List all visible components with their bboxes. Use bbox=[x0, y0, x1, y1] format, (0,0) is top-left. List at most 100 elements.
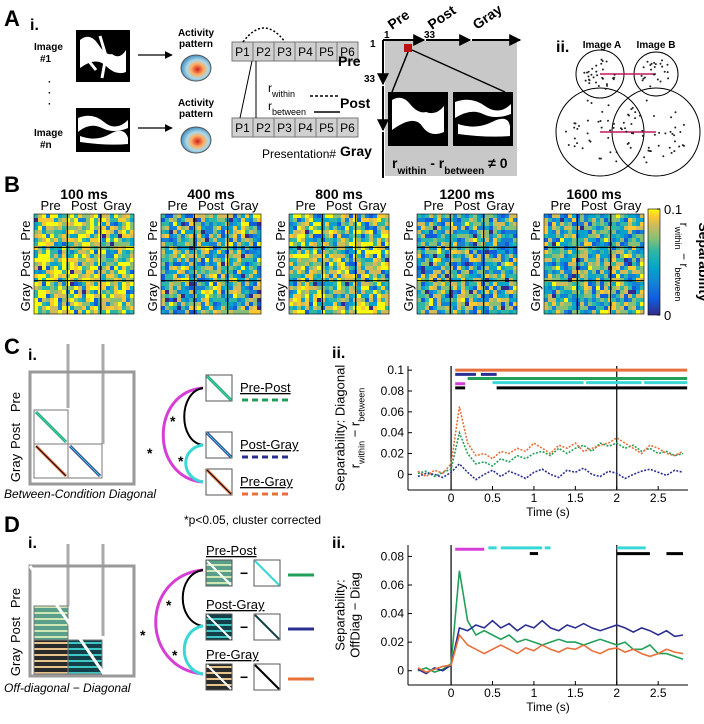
heatmap-cell bbox=[114, 274, 119, 279]
y-tick-label: 0.02 bbox=[381, 635, 405, 649]
heatmap-cell bbox=[361, 274, 366, 279]
heatmap-cell bbox=[329, 306, 334, 311]
heatmap-cell bbox=[301, 238, 306, 243]
heatmap-cell bbox=[34, 274, 39, 279]
heatmap-cell bbox=[369, 274, 374, 279]
heatmap-cell bbox=[161, 286, 166, 291]
heatmap-cell bbox=[381, 258, 386, 263]
x-tick-label: 1.5 bbox=[567, 686, 584, 700]
heatmap-cell bbox=[421, 238, 426, 243]
heatmap-cell bbox=[253, 254, 258, 259]
heatmap-cell bbox=[592, 242, 597, 247]
heatmap-cell bbox=[465, 258, 470, 263]
heatmap-cell bbox=[437, 238, 442, 243]
heatmap-cell bbox=[337, 302, 342, 307]
heatmap-cell bbox=[560, 234, 565, 239]
heatmap-cell bbox=[70, 294, 75, 299]
heatmap-cell bbox=[229, 286, 234, 291]
heatmap-cell bbox=[221, 270, 226, 275]
heatmap-cell bbox=[497, 258, 502, 263]
dot bbox=[668, 146, 671, 149]
heatmap-cell bbox=[636, 302, 641, 307]
heatmap-cell bbox=[544, 282, 549, 287]
heatmap-cell bbox=[568, 290, 573, 295]
heatmap-cell bbox=[425, 290, 430, 295]
heatmap-cell bbox=[445, 274, 450, 279]
heatmap-cell bbox=[377, 282, 382, 287]
heatmap-cell bbox=[126, 254, 131, 259]
heatmap-cell bbox=[485, 246, 490, 251]
heatmap-cell bbox=[74, 262, 79, 267]
heatmap-cell bbox=[329, 286, 334, 291]
heatmap-cell bbox=[556, 230, 561, 235]
heatmap-col-label: Post bbox=[71, 198, 97, 213]
heatmap-cell bbox=[42, 282, 47, 287]
heatmap-cell bbox=[365, 294, 370, 299]
heatmap-cell bbox=[369, 286, 374, 291]
heatmap-cell bbox=[257, 298, 262, 303]
heatmap-cell bbox=[544, 274, 549, 279]
r-between: rbetween bbox=[268, 99, 306, 117]
heatmap-cell bbox=[453, 218, 458, 223]
heatmap-cell bbox=[616, 238, 621, 243]
heatmap-cell bbox=[193, 298, 198, 303]
heatmap-cell bbox=[489, 298, 494, 303]
heatmap-cell bbox=[177, 282, 182, 287]
heatmap-cell bbox=[313, 242, 318, 247]
heatmap-cell bbox=[126, 286, 131, 291]
heatmap-cell bbox=[449, 302, 454, 307]
heatmap-cell bbox=[361, 294, 366, 299]
presentation-label: P4 bbox=[298, 121, 313, 135]
activity-label: pattern bbox=[179, 109, 213, 120]
heatmap-cell bbox=[628, 282, 633, 287]
heatmap-cell bbox=[548, 214, 553, 219]
heatmap-cell bbox=[197, 274, 202, 279]
heatmap-cell bbox=[497, 306, 502, 311]
heatmap-cell bbox=[70, 282, 75, 287]
heatmap-cell bbox=[437, 230, 442, 235]
legend-label: Pre-Post bbox=[240, 380, 291, 395]
heatmap-cell bbox=[289, 290, 294, 295]
heatmap-cell bbox=[628, 306, 633, 311]
heatmap-cell bbox=[325, 298, 330, 303]
heatmap-cell bbox=[313, 214, 318, 219]
heatmap-cell bbox=[433, 262, 438, 267]
heatmap-cell bbox=[600, 242, 605, 247]
heatmap-cell bbox=[433, 230, 438, 235]
heatmap-cell bbox=[560, 242, 565, 247]
heatmap-cell bbox=[289, 302, 294, 307]
heatmap-col-label: Pre bbox=[41, 198, 61, 213]
heatmap-cell bbox=[54, 246, 59, 251]
heatmap-cell bbox=[501, 270, 506, 275]
heatmap-row-label: Gray bbox=[401, 283, 416, 312]
heatmap-cell bbox=[453, 286, 458, 291]
heatmap-cell bbox=[564, 302, 569, 307]
heatmap-cell bbox=[66, 222, 71, 227]
heatmap-cell bbox=[205, 294, 210, 299]
heatmap-cell bbox=[449, 246, 454, 251]
heatmap-cell bbox=[473, 214, 478, 219]
heatmap-cell bbox=[82, 238, 87, 243]
heatmap-cell bbox=[58, 290, 63, 295]
heatmap-cell bbox=[257, 226, 262, 231]
heatmap-cell bbox=[297, 270, 302, 275]
heatmap-cell bbox=[469, 262, 474, 267]
legend-label: Post-Gray bbox=[240, 437, 299, 452]
heatmap-cell bbox=[201, 274, 206, 279]
heatmap-cell bbox=[70, 246, 75, 251]
heatmap-cell bbox=[181, 286, 186, 291]
heatmap-cell bbox=[628, 266, 633, 271]
heatmap-cell bbox=[173, 254, 178, 259]
heatmap-cell bbox=[501, 230, 506, 235]
heatmap-cell bbox=[385, 230, 390, 235]
heatmap-cell bbox=[616, 234, 621, 239]
dot bbox=[646, 60, 649, 63]
dot bbox=[576, 142, 579, 145]
heatmap-cell bbox=[301, 230, 306, 235]
heatmap-cell bbox=[457, 226, 462, 231]
heatmap-cell bbox=[560, 282, 565, 287]
heatmap-cell bbox=[544, 298, 549, 303]
heatmap-cell bbox=[445, 246, 450, 251]
heatmap-cell bbox=[249, 250, 254, 255]
heatmap-cell bbox=[437, 306, 442, 311]
